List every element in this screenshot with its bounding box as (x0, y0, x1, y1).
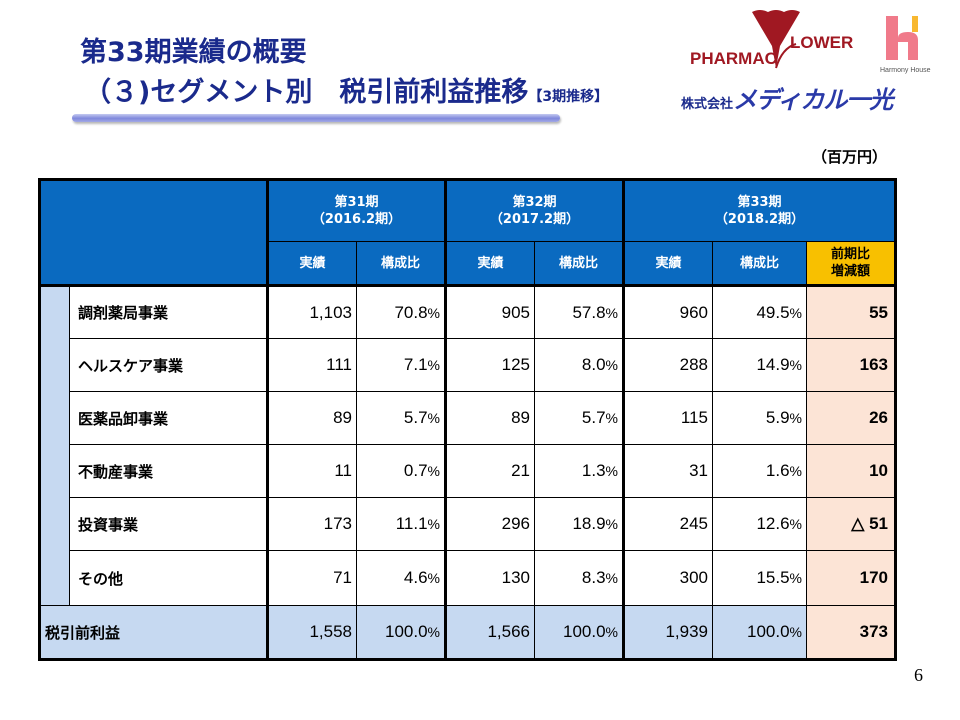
svg-text:Harmony House: Harmony House (880, 67, 931, 74)
svg-text:LOWER: LOWER (790, 33, 853, 52)
ratio-33: 14.9% (712, 338, 807, 392)
period-date: （2018.2期） (714, 212, 805, 227)
total-ratio-32: 100.0% (534, 605, 624, 661)
page-title: 第33期業績の概要 (80, 37, 307, 68)
segment-name: その他 (69, 550, 268, 606)
ratio-33: 1.6% (712, 444, 807, 498)
total-label: 税引前利益 (38, 605, 268, 661)
value-32: 296 (444, 497, 535, 551)
table-row: 医薬品卸事業 89 5.7% 89 5.7% 115 5.9% 26 (40, 391, 897, 445)
value-32: 125 (444, 338, 535, 392)
diff-value: 10 (806, 444, 897, 498)
diff-value: △ 51 (806, 497, 897, 551)
harmony-house-logo: Harmony House (880, 16, 931, 74)
value-32: 21 (444, 444, 535, 498)
subheader-actual-32: 実績 (444, 241, 535, 286)
subheader-ratio-31: 構成比 (356, 241, 446, 286)
ratio-33: 5.9% (712, 391, 807, 445)
period-name: 第32期 (512, 195, 557, 210)
subheader-ratio-33: 構成比 (712, 241, 807, 286)
segment-name: 不動産事業 (69, 444, 268, 498)
value-33: 31 (622, 444, 713, 498)
indent-cell (38, 284, 70, 606)
segment-name: 投資事業 (69, 497, 268, 551)
subtitle-main: （３)セグメント別 税引前利益推移 (84, 77, 529, 108)
ratio-31: 5.7% (356, 391, 446, 445)
table-row: 投資事業 173 11.1% 296 18.9% 245 12.6% △ 51 (40, 497, 897, 551)
total-ratio-31: 100.0% (356, 605, 446, 661)
page-number: 6 (914, 665, 923, 685)
title-underline-bar (72, 114, 560, 122)
total-32: 1,566 (444, 605, 535, 661)
ratio-31: 11.1% (356, 497, 446, 551)
period-header-33: 第33期 （2018.2期） (622, 178, 897, 242)
value-31: 11 (266, 444, 357, 498)
diff-line2: 増減額 (830, 264, 870, 279)
company-brand: メディカル一光 (733, 86, 893, 114)
value-33: 115 (622, 391, 713, 445)
value-33: 960 (622, 284, 713, 339)
subheader-diff: 前期比 増減額 (806, 241, 897, 286)
subheader-actual-31: 実績 (266, 241, 357, 286)
diff-line1: 前期比 (830, 247, 870, 262)
subheader-actual-33: 実績 (622, 241, 713, 286)
ratio-31: 4.6% (356, 550, 446, 606)
ratio-31: 7.1% (356, 338, 446, 392)
value-33: 245 (622, 497, 713, 551)
value-31: 1,103 (266, 284, 357, 339)
ratio-32: 18.9% (534, 497, 624, 551)
diff-value: 163 (806, 338, 897, 392)
header-blank-cell (38, 178, 268, 286)
total-ratio-33: 100.0% (712, 605, 807, 661)
ratio-32: 5.7% (534, 391, 624, 445)
segment-profit-table: 第31期 （2016.2期） 第32期 （2017.2期） 第33期 （2018… (38, 178, 897, 661)
ratio-33: 12.6% (712, 497, 807, 551)
diff-value: 55 (806, 284, 897, 339)
value-31: 89 (266, 391, 357, 445)
subheader-ratio-32: 構成比 (534, 241, 624, 286)
ratio-32: 57.8% (534, 284, 624, 339)
value-31: 111 (266, 338, 357, 392)
total-diff: 373 (806, 605, 897, 661)
subtitle-suffix: 【3期推移】 (528, 89, 609, 105)
value-32: 130 (444, 550, 535, 606)
period-date: （2017.2期） (489, 212, 580, 227)
company-name: 株式会社メディカル一光 (681, 80, 893, 115)
ratio-32: 8.0% (534, 338, 624, 392)
value-32: 89 (444, 391, 535, 445)
value-33: 288 (622, 338, 713, 392)
period-header-32: 第32期 （2017.2期） (444, 178, 624, 242)
diff-value: 170 (806, 550, 897, 606)
total-31: 1,558 (266, 605, 357, 661)
value-31: 71 (266, 550, 357, 606)
period-name: 第33期 (737, 195, 782, 210)
table-row: ヘルスケア事業 111 7.1% 125 8.0% 288 14.9% 163 (40, 338, 897, 392)
unit-label: （百万円） (812, 148, 888, 166)
value-32: 905 (444, 284, 535, 339)
ratio-31: 0.7% (356, 444, 446, 498)
table-row: その他 71 4.6% 130 8.3% 300 15.5% 170 (40, 550, 897, 606)
company-prefix: 株式会社 (681, 97, 734, 112)
value-33: 300 (622, 550, 713, 606)
diff-value: 26 (806, 391, 897, 445)
segment-name: ヘルスケア事業 (69, 338, 268, 392)
ratio-32: 1.3% (534, 444, 624, 498)
pharmacy-flower-logo: PHARMAC LOWER (690, 10, 853, 69)
total-row: 税引前利益 1,558 100.0% 1,566 100.0% 1,939 10… (38, 605, 897, 661)
ratio-33: 49.5% (712, 284, 807, 339)
segment-name: 医薬品卸事業 (69, 391, 268, 445)
ratio-31: 70.8% (356, 284, 446, 339)
period-date: （2016.2期） (311, 212, 402, 227)
table-row: 不動産事業 11 0.7% 21 1.3% 31 1.6% 10 (40, 444, 897, 498)
total-33: 1,939 (622, 605, 713, 661)
page-subtitle: （３)セグメント別 税引前利益推移【3期推移】 (84, 70, 608, 109)
segment-name: 調剤薬局事業 (69, 284, 268, 339)
svg-text:PHARMAC: PHARMAC (690, 49, 777, 68)
ratio-32: 8.3% (534, 550, 624, 606)
table-row: 調剤薬局事業 1,103 70.8% 905 57.8% 960 49.5% 5… (38, 284, 897, 606)
value-31: 173 (266, 497, 357, 551)
ratio-33: 15.5% (712, 550, 807, 606)
period-header-31: 第31期 （2016.2期） (266, 178, 446, 242)
period-name: 第31期 (334, 195, 379, 210)
